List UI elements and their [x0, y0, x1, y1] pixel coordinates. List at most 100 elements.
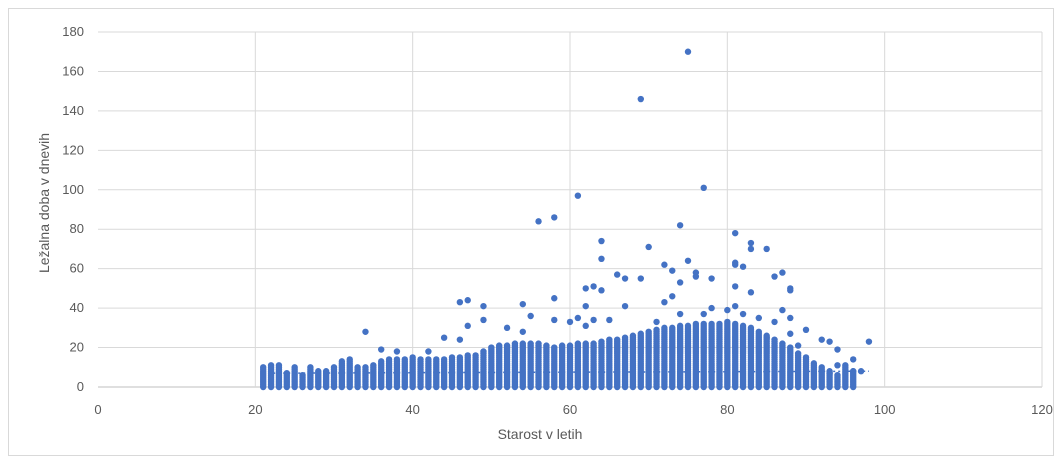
data-point: [732, 229, 739, 237]
data-point: [496, 342, 503, 349]
y-tick-label: 100: [62, 182, 84, 197]
data-point: [747, 324, 755, 332]
data-point: [456, 298, 464, 306]
data-point: [810, 360, 818, 367]
data-point: [818, 364, 825, 371]
data-point: [802, 326, 810, 334]
data-point: [519, 300, 526, 308]
data-point: [747, 245, 755, 253]
data-point: [354, 364, 361, 371]
data-point: [653, 318, 660, 326]
data-point: [338, 358, 346, 365]
data-point: [637, 275, 644, 282]
data-point: [732, 283, 739, 290]
trendline-layer: [263, 370, 869, 374]
y-axis-title: Ležalna doba v dnevih: [36, 133, 52, 273]
grid-lines: [98, 31, 1043, 388]
data-point: [787, 287, 794, 294]
data-point: [519, 328, 526, 335]
data-point: [732, 261, 739, 268]
data-point: [747, 289, 755, 296]
data-point: [393, 356, 401, 363]
data-point: [511, 340, 519, 347]
data-point: [527, 312, 534, 320]
data-point: [621, 302, 629, 310]
data-point: [621, 275, 629, 282]
data-point: [708, 275, 715, 282]
data-point: [362, 364, 369, 371]
data-point: [440, 356, 448, 363]
points-layer: [260, 48, 873, 391]
data-point: [535, 340, 542, 347]
data-point: [519, 340, 526, 347]
data-point: [826, 369, 833, 377]
data-point: [669, 267, 676, 274]
data-point: [566, 318, 574, 326]
data-point: [574, 192, 582, 199]
data-point: [637, 95, 644, 103]
data-point: [480, 302, 487, 310]
data-point: [527, 340, 534, 347]
data-point: [488, 344, 495, 351]
y-tick-labels: 0 20 40 60 80 100 120 140 160 180: [62, 24, 84, 394]
data-point: [614, 271, 621, 278]
data-point: [322, 368, 330, 375]
x-tick-labels: 0 20 40 60 80 100 120: [94, 402, 1052, 417]
data-point: [275, 362, 283, 369]
data-point: [676, 279, 684, 286]
data-point: [700, 320, 707, 328]
data-point: [590, 340, 597, 347]
data-point: [771, 318, 778, 326]
data-point: [598, 255, 605, 263]
data-point: [676, 222, 684, 229]
y-tick-label: 0: [77, 379, 84, 394]
data-point: [834, 362, 841, 369]
x-axis-title: Starost v letih: [498, 426, 583, 442]
data-point: [676, 322, 684, 330]
data-point: [551, 295, 558, 302]
data-point: [543, 342, 550, 349]
data-point: [779, 340, 786, 347]
data-point: [684, 48, 692, 55]
data-point: [598, 237, 605, 245]
data-point: [794, 342, 802, 349]
data-point: [598, 338, 605, 345]
data-point: [826, 338, 833, 345]
trendline: [263, 370, 869, 374]
data-point: [558, 342, 566, 349]
data-point: [739, 310, 747, 318]
data-point: [708, 320, 715, 328]
data-point: [614, 336, 621, 343]
data-point: [456, 336, 464, 343]
data-point: [464, 352, 471, 359]
data-point: [645, 328, 652, 335]
data-point: [834, 371, 841, 379]
data-point: [787, 314, 794, 322]
data-point: [307, 364, 314, 371]
data-point: [378, 346, 385, 353]
data-point: [794, 350, 802, 357]
data-point: [464, 322, 471, 330]
data-point: [700, 184, 707, 192]
data-point: [480, 348, 487, 355]
data-point: [574, 340, 582, 347]
data-point: [299, 371, 306, 379]
data-point: [818, 336, 825, 343]
data-point: [267, 362, 275, 369]
data-point: [291, 364, 298, 371]
y-tick-label: 140: [62, 103, 84, 118]
data-point: [787, 330, 794, 337]
data-point: [283, 369, 290, 377]
x-tick-label: 0: [94, 402, 101, 417]
data-point: [582, 322, 589, 330]
data-point: [739, 263, 747, 270]
data-point: [676, 310, 684, 318]
data-point: [566, 342, 574, 349]
data-point: [260, 364, 267, 371]
data-point: [653, 326, 660, 334]
data-point: [763, 334, 770, 341]
data-point: [535, 218, 542, 225]
data-point: [551, 344, 558, 351]
y-tick-label: 80: [70, 221, 84, 236]
x-tick-label: 40: [405, 402, 419, 417]
